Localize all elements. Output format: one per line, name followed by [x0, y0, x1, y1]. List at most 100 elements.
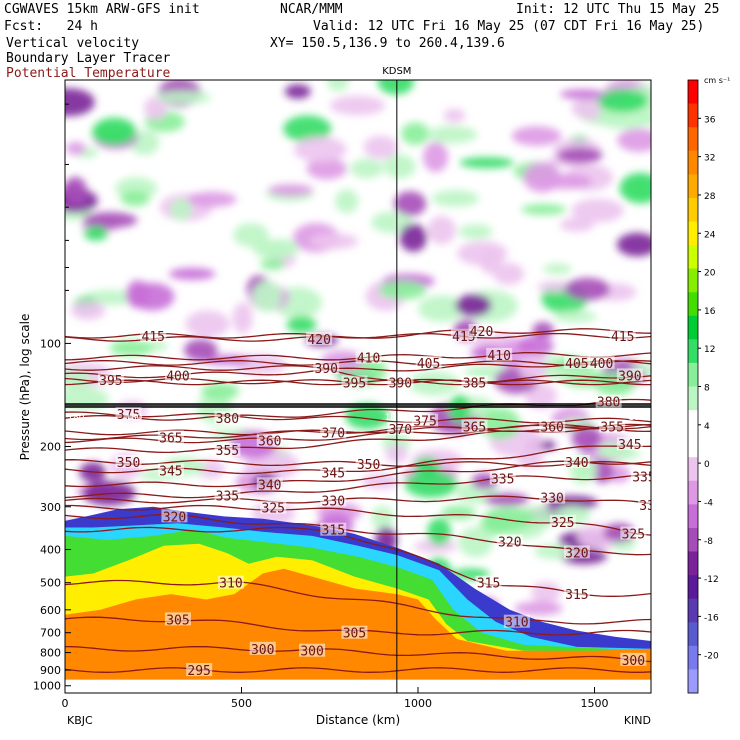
updraft-blob [335, 189, 359, 214]
colorbar-swatch [688, 315, 698, 340]
downdraft-blob [65, 88, 95, 117]
theta-label-bg [539, 419, 566, 433]
theta-label-bg [214, 443, 241, 457]
theta-label-320: 320 [163, 510, 186, 525]
downdraft-blob [531, 581, 561, 603]
theta-label-365: 365 [463, 421, 486, 436]
colorbar-tick-label: 24 [704, 230, 716, 240]
theta-label-405: 405 [417, 357, 440, 372]
x-tick-label: 1000 [404, 697, 432, 710]
downdraft-blob [427, 215, 456, 245]
colorbar-tick-label: -4 [704, 498, 713, 508]
updraft-blob [252, 280, 283, 312]
theta-label-bg [563, 454, 590, 468]
downdraft-blob [514, 601, 563, 616]
theta-label-410: 410 [357, 352, 380, 367]
theta-label-bg [214, 410, 241, 424]
theta-label-bg [415, 355, 442, 369]
theta-label-400: 400 [166, 369, 189, 384]
theta-label-bg [599, 419, 626, 433]
theta-label-395: 395 [99, 374, 122, 389]
y-tick-label: 700 [40, 627, 61, 640]
theta-label-bg [320, 425, 347, 439]
downdraft-blob [232, 302, 253, 334]
downdraft-blob [517, 335, 554, 357]
downdraft-blob [394, 191, 427, 217]
theta-contour-315 [65, 526, 651, 597]
theta-label-300: 300 [622, 654, 645, 669]
updraft-blob [401, 122, 430, 145]
cross-section-xy: XY= 150.5,136.9 to 260.4,139.6 [270, 36, 505, 51]
colorbar-tick-label: 12 [704, 345, 715, 355]
theta-label-310: 310 [219, 577, 242, 592]
downdraft-blob [559, 89, 606, 100]
downdraft-blob [168, 267, 216, 280]
colorbar-swatch [688, 268, 698, 293]
theta-label-375: 375 [413, 415, 436, 430]
updraft-blob [597, 88, 648, 113]
colorbar-tick-label: -12 [704, 575, 719, 585]
theta-label-bg [620, 526, 647, 540]
updraft-blob [82, 290, 139, 305]
theta-label-345: 345 [618, 438, 641, 453]
theta-label-400: 400 [590, 357, 613, 372]
theta-label-bg [161, 509, 188, 523]
y-axis-label: Pressure (hPa), log scale [18, 314, 32, 461]
theta-label-370: 370 [389, 423, 412, 438]
updraft-blob [378, 280, 427, 300]
colorbar-tick-label: 4 [704, 422, 710, 432]
updraft-blob [326, 80, 350, 92]
updraft-blob [427, 517, 452, 546]
colorbar-swatch [688, 480, 698, 505]
station-label-kind: KIND [624, 714, 651, 727]
colorbar-swatch [688, 103, 698, 128]
theta-label-390: 390 [389, 376, 412, 391]
theta-label-bg [256, 477, 283, 491]
updraft-blob [233, 223, 269, 247]
downdraft-blob [126, 280, 150, 309]
colorbar-swatch [688, 245, 698, 270]
theta-label-bg [468, 324, 495, 338]
theta-label-bg [563, 355, 590, 369]
colorbar-tick-label: 20 [704, 269, 716, 279]
colorbar-swatch [688, 150, 698, 175]
downdraft-blob [306, 158, 347, 180]
theta-label-335: 335 [216, 489, 239, 504]
theta-label-bg [630, 469, 651, 483]
theta-contour-335 [65, 473, 651, 499]
colorbar-tick-label: -16 [704, 613, 719, 623]
colorbar-swatch [688, 292, 698, 317]
theta-label-325: 325 [622, 527, 645, 542]
theta-label-bg [260, 500, 287, 514]
downdraft-blob [414, 539, 458, 553]
theta-label-bg [164, 368, 191, 382]
field-label-boundary-layer-tracer: Boundary Layer Tracer [6, 51, 171, 66]
theta-label-300: 300 [251, 643, 274, 658]
y-tick-label: 300 [40, 501, 61, 514]
downdraft-blob [518, 353, 548, 382]
colorbar-tick-label: 16 [704, 307, 716, 317]
downdraft-blob [187, 191, 237, 207]
colorbar-swatch [688, 622, 698, 647]
theta-label-385: 385 [463, 376, 486, 391]
theta-label-360: 360 [540, 421, 563, 436]
theta-label-340: 340 [258, 478, 281, 493]
field-label-vertical-velocity: Vertical velocity [6, 36, 140, 51]
theta-label-bg [256, 433, 283, 447]
theta-contour-310 [65, 579, 651, 625]
theta-label-315: 315 [477, 577, 500, 592]
theta-label-405: 405 [565, 357, 588, 372]
downdraft-blob [511, 126, 562, 146]
downdraft-blob [399, 223, 428, 252]
x-tick-label: 0 [62, 697, 69, 710]
x-tick-label: 1500 [581, 697, 609, 710]
updraft-blob [619, 172, 651, 204]
downdraft-blob [455, 294, 492, 317]
plot-frame [64, 79, 652, 694]
colorbar-swatch [688, 669, 698, 694]
updraft-blob [427, 125, 478, 144]
updraft-blob [418, 295, 466, 322]
updraft-blob [252, 239, 286, 259]
